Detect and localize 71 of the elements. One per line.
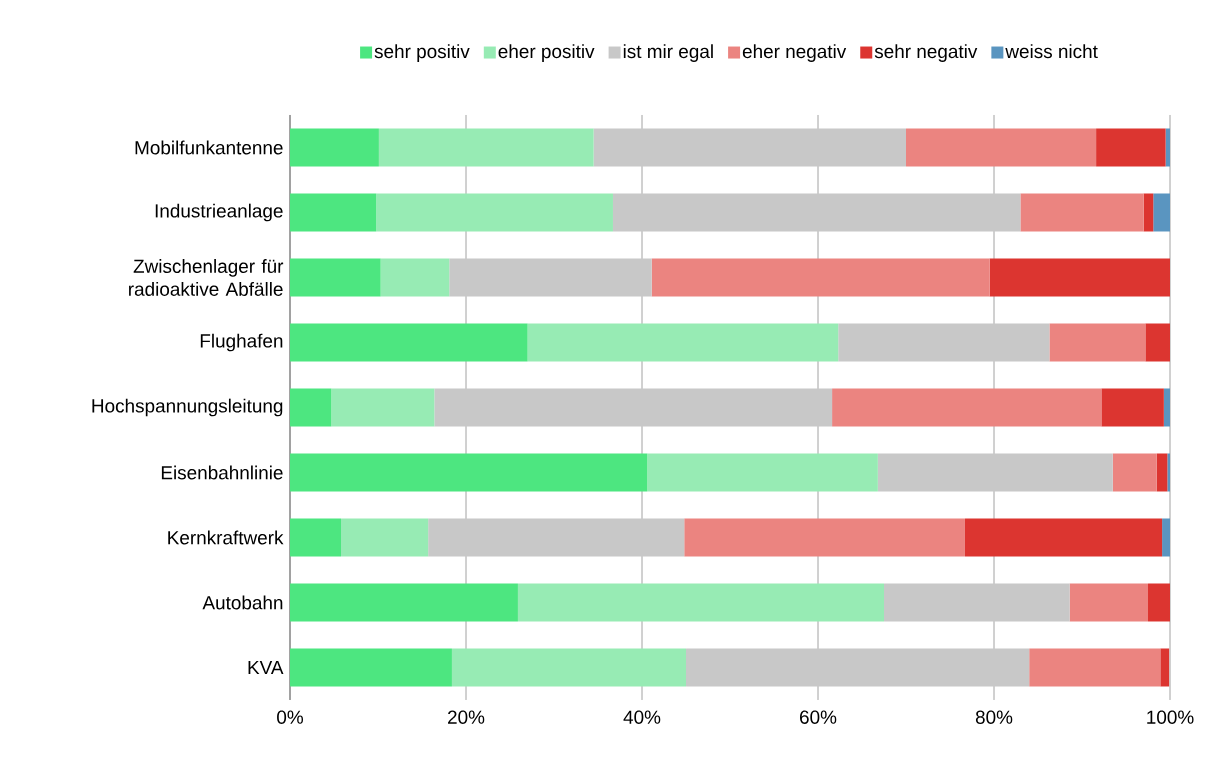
bar: [1096, 128, 1166, 167]
bar: [832, 388, 1102, 427]
bar: [989, 258, 1171, 297]
bar: [290, 648, 452, 687]
y-tick-label: Zwischenlager für radioaktive Abfälle: [129, 259, 284, 296]
legend-label: weiss nicht: [1005, 44, 1098, 59]
bar: [884, 583, 1070, 622]
bar: [290, 453, 648, 492]
bar: [376, 193, 613, 232]
y-tick-label: Mobilfunkantenne: [135, 140, 283, 155]
bar: [1162, 518, 1171, 557]
bar: [1020, 193, 1144, 232]
bar: [612, 193, 1021, 232]
bar: [1143, 193, 1154, 232]
legend-label: sehr positiv: [374, 44, 470, 62]
bar: [964, 518, 1163, 557]
x-tick-label: 0%: [277, 710, 304, 724]
bar: [331, 388, 435, 427]
bar: [1148, 583, 1171, 622]
y-tick-label: Flughafen: [200, 333, 283, 352]
bar: [647, 453, 878, 492]
bar: [906, 128, 1097, 167]
bar: [380, 258, 450, 297]
legend-label: sehr negativ: [874, 44, 978, 62]
bar: [378, 128, 594, 167]
bar: [1156, 453, 1168, 492]
bar: [838, 323, 1050, 362]
bar: [651, 258, 990, 297]
y-tick-label: KVA: [248, 660, 284, 674]
bar: [877, 453, 1113, 492]
bar: [428, 518, 685, 557]
bar: [451, 648, 687, 687]
bar: [1165, 128, 1171, 167]
bar: [1101, 388, 1164, 427]
bar: [434, 388, 833, 427]
bar: [1167, 453, 1171, 492]
bar: [290, 258, 381, 297]
bar: [1163, 388, 1171, 427]
legend-label: eher negativ: [742, 44, 847, 62]
bar: [686, 648, 1030, 687]
x-tick-label: 60%: [800, 710, 837, 724]
bar: [1153, 193, 1171, 232]
legend-label: eher positiv: [498, 44, 595, 62]
bar: [290, 518, 342, 557]
legend-label: ist mir egal: [623, 44, 713, 62]
bar: [1029, 648, 1161, 687]
bar: [341, 518, 429, 557]
bar: [449, 258, 652, 297]
y-tick-label: Kernkraftwerk: [168, 530, 284, 545]
bar: [1069, 583, 1149, 622]
bar: [290, 388, 332, 427]
x-tick-label: 80%: [975, 710, 1013, 724]
x-tick-label: 100%: [1147, 710, 1194, 724]
bar: [290, 128, 379, 167]
y-tick-label: Hochspannungsleitung: [92, 398, 283, 417]
bar: [1145, 323, 1171, 362]
y-tick-label: Autobahn: [202, 595, 283, 610]
y-tick-label: Industrieanlage: [155, 203, 283, 222]
bar: [593, 128, 907, 167]
bar: [1049, 323, 1146, 362]
bar: [517, 583, 885, 622]
bar: [290, 323, 528, 362]
bar: [1160, 648, 1170, 687]
y-tick-label: Eisenbahnlinie: [161, 465, 283, 480]
x-tick-label: 20%: [448, 710, 485, 724]
x-tick-label: 40%: [623, 710, 661, 724]
bar: [684, 518, 965, 557]
bar: [290, 583, 518, 622]
bar: [1112, 453, 1157, 492]
bar: [290, 193, 377, 232]
bar: [527, 323, 839, 362]
